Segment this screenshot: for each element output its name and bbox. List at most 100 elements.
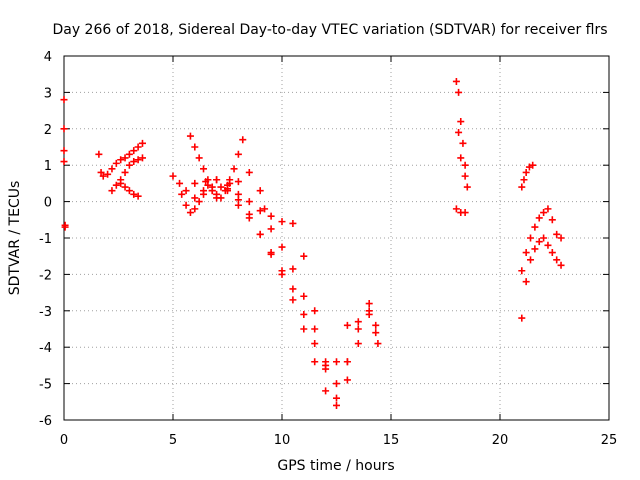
series-arc-05h-b bbox=[186, 132, 247, 202]
y-tick-labels: -6 -5 -4 -3 -2 -1 0 1 2 3 4 bbox=[39, 50, 52, 429]
series-arc-descent-d bbox=[245, 168, 380, 402]
data-point bbox=[200, 187, 208, 195]
data-point bbox=[267, 250, 275, 258]
data-point bbox=[527, 256, 535, 264]
data-point bbox=[256, 230, 264, 238]
series-arc-00h bbox=[60, 96, 69, 231]
data-point bbox=[322, 361, 330, 369]
data-point bbox=[169, 172, 177, 180]
data-point bbox=[97, 168, 105, 176]
data-point bbox=[195, 198, 203, 206]
data-point bbox=[130, 147, 138, 155]
series-arc-18h bbox=[452, 77, 471, 217]
data-point bbox=[311, 340, 319, 348]
data-point bbox=[121, 168, 129, 176]
data-point bbox=[544, 205, 552, 213]
data-point bbox=[134, 143, 142, 151]
data-point bbox=[245, 168, 253, 176]
data-point bbox=[278, 270, 286, 278]
data-point bbox=[61, 223, 69, 231]
data-point bbox=[134, 156, 142, 164]
y-tick-label: 0 bbox=[44, 196, 52, 211]
data-point bbox=[130, 190, 138, 198]
data-point bbox=[553, 230, 561, 238]
data-point bbox=[455, 128, 463, 136]
data-point bbox=[354, 325, 362, 333]
data-points bbox=[60, 77, 565, 409]
data-point bbox=[226, 176, 234, 184]
data-point bbox=[267, 212, 275, 220]
data-point bbox=[333, 358, 340, 366]
series-arc-descent-a bbox=[191, 176, 351, 373]
data-point bbox=[557, 261, 565, 269]
data-point bbox=[138, 139, 146, 147]
data-point bbox=[108, 165, 116, 173]
series-arc-02h-c bbox=[117, 179, 142, 200]
data-point bbox=[311, 358, 319, 366]
data-point bbox=[60, 158, 68, 166]
axis-ticks bbox=[63, 55, 610, 421]
data-point bbox=[134, 192, 142, 200]
data-point bbox=[256, 207, 264, 215]
data-point bbox=[557, 234, 565, 242]
data-point bbox=[300, 325, 308, 333]
data-point bbox=[234, 178, 242, 186]
data-point bbox=[531, 223, 539, 231]
data-point bbox=[343, 358, 351, 366]
x-axis-label: GPS time / hours bbox=[277, 458, 394, 474]
data-point bbox=[130, 158, 138, 166]
data-point bbox=[217, 183, 225, 191]
y-tick-label: 2 bbox=[44, 123, 52, 138]
data-point bbox=[322, 387, 330, 395]
data-point bbox=[117, 156, 125, 164]
data-point bbox=[112, 159, 120, 167]
data-point bbox=[60, 147, 68, 155]
grid bbox=[64, 56, 609, 420]
data-point bbox=[289, 219, 297, 227]
data-point bbox=[186, 132, 194, 140]
data-point bbox=[125, 150, 133, 158]
data-point bbox=[333, 401, 340, 409]
data-point bbox=[459, 139, 467, 147]
data-point bbox=[99, 172, 107, 180]
y-tick-label: -6 bbox=[39, 414, 52, 429]
data-point bbox=[121, 154, 129, 162]
data-point bbox=[548, 249, 556, 257]
data-point bbox=[121, 183, 129, 191]
data-point bbox=[374, 340, 382, 348]
data-point bbox=[372, 321, 380, 329]
data-point bbox=[520, 176, 528, 184]
data-point bbox=[522, 278, 530, 286]
data-point bbox=[191, 205, 199, 213]
data-point bbox=[289, 265, 297, 273]
data-point bbox=[518, 267, 526, 275]
data-point bbox=[176, 179, 184, 187]
x-tick-label: 25 bbox=[601, 433, 618, 448]
data-point bbox=[138, 154, 146, 162]
data-point bbox=[527, 234, 535, 242]
chart-title: Day 266 of 2018, Sidereal Day-to-day VTE… bbox=[52, 22, 607, 38]
data-point bbox=[191, 143, 199, 151]
data-point bbox=[112, 181, 120, 189]
data-point bbox=[125, 187, 133, 195]
data-point bbox=[518, 314, 526, 322]
x-tick-label: 15 bbox=[383, 433, 400, 448]
data-point bbox=[245, 210, 253, 218]
data-point bbox=[461, 209, 469, 217]
data-point bbox=[461, 161, 469, 169]
data-point bbox=[278, 218, 286, 226]
data-point bbox=[300, 292, 308, 300]
y-tick-label: 3 bbox=[44, 86, 52, 101]
x-tick-label: 20 bbox=[492, 433, 509, 448]
data-point bbox=[535, 214, 543, 222]
data-point bbox=[535, 238, 543, 246]
data-point bbox=[267, 225, 275, 233]
data-point bbox=[256, 187, 264, 195]
y-tick-label: -2 bbox=[39, 268, 52, 283]
data-point bbox=[531, 245, 539, 253]
data-point bbox=[289, 296, 297, 304]
data-point bbox=[540, 209, 548, 217]
data-point bbox=[234, 150, 242, 158]
data-point bbox=[230, 165, 238, 173]
